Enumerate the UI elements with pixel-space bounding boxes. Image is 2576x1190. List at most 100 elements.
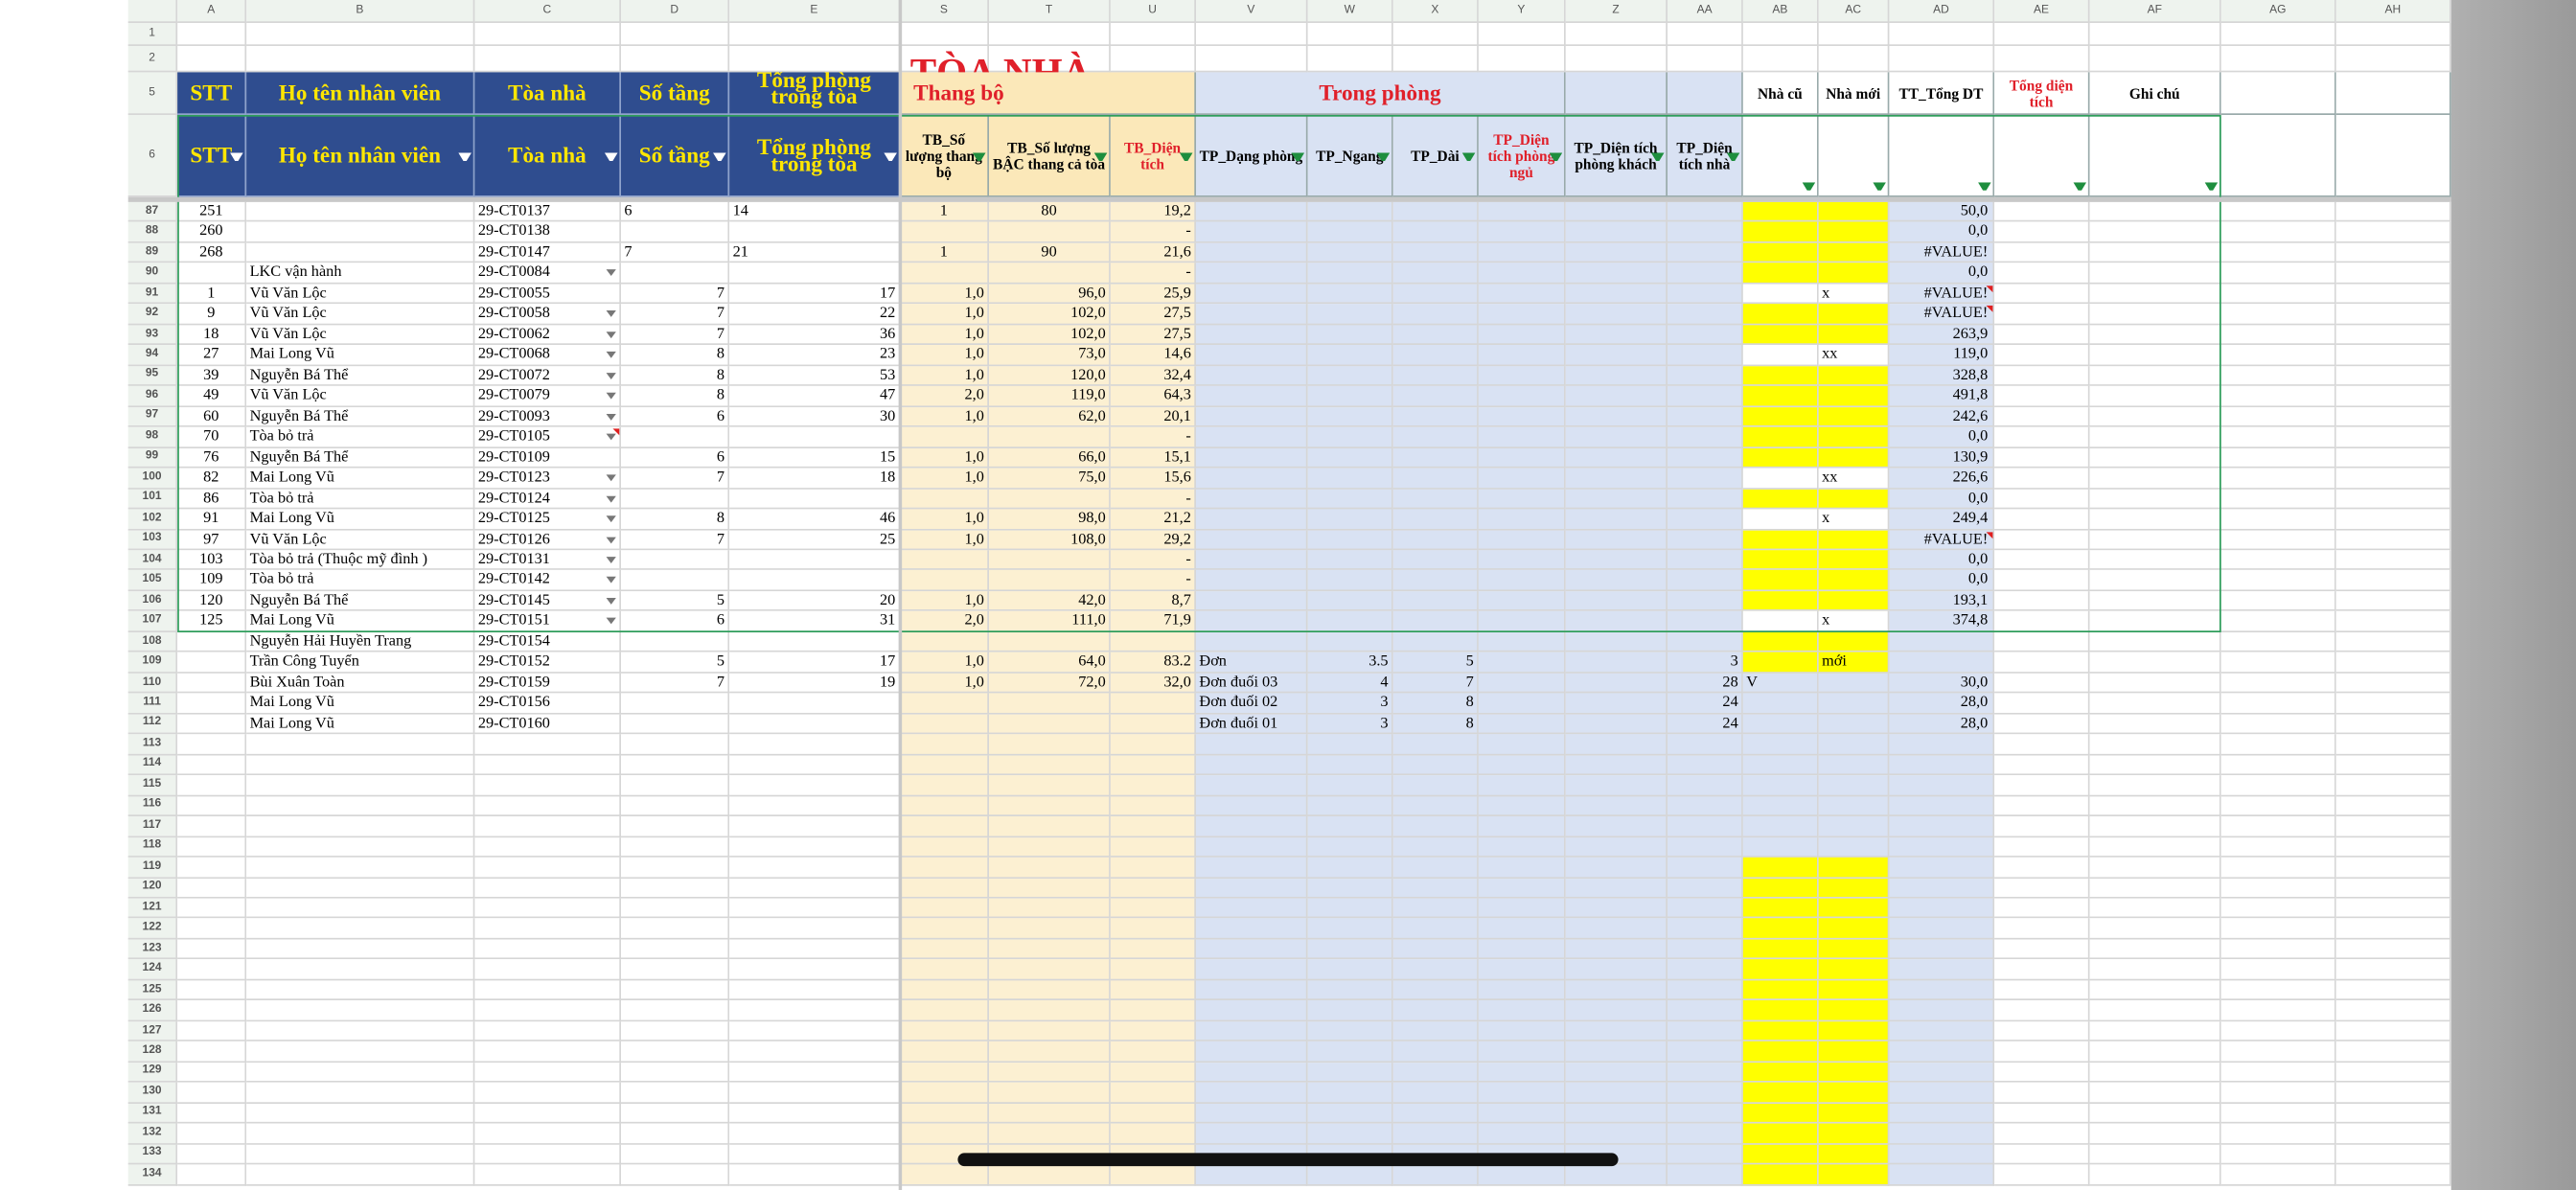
cell[interactable] xyxy=(1307,898,1393,920)
cell[interactable] xyxy=(1742,959,1819,981)
cell[interactable] xyxy=(1565,714,1668,735)
cell[interactable]: Mai Long Vũ xyxy=(246,345,475,366)
cell[interactable]: 97 xyxy=(177,529,247,551)
cell[interactable] xyxy=(1668,878,1743,899)
cell[interactable]: 91 xyxy=(177,509,247,530)
cell[interactable] xyxy=(900,263,990,285)
cell[interactable] xyxy=(1994,1144,2090,1165)
cell[interactable]: - xyxy=(1110,263,1197,285)
cell[interactable]: 1 xyxy=(900,242,990,263)
cell[interactable] xyxy=(2089,345,2221,366)
cell[interactable]: 25 xyxy=(729,529,901,551)
cell[interactable] xyxy=(729,1000,901,1021)
cell[interactable] xyxy=(1668,242,1743,263)
cell[interactable] xyxy=(1110,1164,1197,1185)
cell[interactable] xyxy=(2089,201,2221,223)
cell[interactable] xyxy=(1478,570,1566,592)
cell[interactable] xyxy=(1565,345,1668,366)
filter-icon[interactable] xyxy=(884,152,898,162)
cell[interactable] xyxy=(1196,1000,1308,1021)
cell[interactable]: 3.5 xyxy=(1307,652,1393,674)
cell[interactable] xyxy=(1307,447,1393,469)
row-number[interactable]: 134 xyxy=(127,1164,178,1185)
cell[interactable] xyxy=(1668,263,1743,285)
cell[interactable] xyxy=(177,775,247,796)
cell[interactable] xyxy=(2335,755,2451,776)
cell[interactable] xyxy=(1818,325,1890,346)
cell[interactable] xyxy=(1307,857,1393,879)
cell[interactable] xyxy=(1478,1123,1566,1145)
cell[interactable] xyxy=(621,857,730,879)
cell[interactable] xyxy=(729,222,901,243)
column-letter[interactable]: E xyxy=(729,0,901,24)
cell[interactable] xyxy=(1307,304,1393,326)
cell[interactable] xyxy=(1110,898,1197,920)
cell[interactable] xyxy=(1565,325,1668,346)
cell[interactable] xyxy=(1994,365,2090,387)
cell[interactable] xyxy=(1196,775,1308,796)
cell[interactable] xyxy=(246,1083,475,1104)
cell[interactable] xyxy=(1818,1020,1890,1042)
cell[interactable]: 72,0 xyxy=(989,673,1111,694)
cell[interactable] xyxy=(1110,714,1197,735)
cell[interactable]: 1 xyxy=(177,284,247,305)
cell[interactable] xyxy=(1307,365,1393,387)
cell[interactable] xyxy=(1196,631,1308,653)
cell[interactable] xyxy=(1478,878,1566,899)
cell[interactable]: 42,0 xyxy=(989,591,1111,612)
cell[interactable]: Đơn xyxy=(1196,652,1308,674)
cell[interactable] xyxy=(2089,1123,2221,1145)
cell[interactable]: 27,5 xyxy=(1110,325,1197,346)
cell[interactable] xyxy=(1994,426,2090,448)
cell[interactable] xyxy=(729,898,901,920)
cell[interactable] xyxy=(1818,693,1890,715)
cell[interactable]: 1 xyxy=(900,201,990,223)
cell[interactable]: 29-CT0152 xyxy=(474,652,622,674)
cell[interactable] xyxy=(2089,263,2221,285)
cell[interactable] xyxy=(1196,898,1308,920)
row-number[interactable]: 102 xyxy=(127,509,178,530)
cell[interactable]: - xyxy=(1110,222,1197,243)
cell[interactable] xyxy=(2335,775,2451,796)
cell[interactable] xyxy=(900,1164,990,1185)
cell[interactable] xyxy=(1110,775,1197,796)
cell[interactable] xyxy=(2089,591,2221,612)
column-letter[interactable]: S xyxy=(900,0,990,24)
cell[interactable]: 491,8 xyxy=(1889,386,1995,407)
cell[interactable] xyxy=(474,1164,622,1185)
dropdown-arrow[interactable] xyxy=(606,494,616,502)
cell[interactable]: Tòa bỏ trả xyxy=(246,426,475,448)
cell[interactable] xyxy=(989,714,1111,735)
cell[interactable] xyxy=(621,878,730,899)
filter-icon[interactable] xyxy=(1093,152,1108,162)
dropdown-arrow[interactable] xyxy=(606,331,616,338)
cell[interactable] xyxy=(1742,1020,1819,1042)
cell[interactable] xyxy=(1307,201,1393,223)
row-number[interactable]: 124 xyxy=(127,959,178,981)
dropdown-arrow[interactable] xyxy=(606,393,616,400)
filter-icon[interactable] xyxy=(458,152,472,162)
row-number[interactable]: 88 xyxy=(127,222,178,243)
row-number[interactable]: 93 xyxy=(127,325,178,346)
cell[interactable] xyxy=(1742,550,1819,571)
cell[interactable] xyxy=(1196,816,1308,837)
cell[interactable] xyxy=(1307,468,1393,490)
filter-icon[interactable] xyxy=(1650,152,1665,162)
cell[interactable] xyxy=(989,857,1111,879)
cell[interactable] xyxy=(1818,898,1890,920)
cell[interactable] xyxy=(1994,263,2090,285)
row-number[interactable]: 116 xyxy=(127,795,178,817)
cell[interactable] xyxy=(1668,1144,1743,1165)
cell[interactable] xyxy=(1196,919,1308,940)
cell[interactable] xyxy=(729,775,901,796)
cell[interactable] xyxy=(1818,447,1890,469)
cell[interactable] xyxy=(2335,1083,2451,1104)
cell[interactable]: 102,0 xyxy=(989,304,1111,326)
cell[interactable] xyxy=(900,878,990,899)
cell[interactable] xyxy=(621,631,730,653)
cell[interactable] xyxy=(2089,529,2221,551)
cell[interactable] xyxy=(1668,222,1743,243)
cell[interactable] xyxy=(1889,919,1995,940)
cell[interactable] xyxy=(177,631,247,653)
row-number[interactable]: 99 xyxy=(127,447,178,469)
